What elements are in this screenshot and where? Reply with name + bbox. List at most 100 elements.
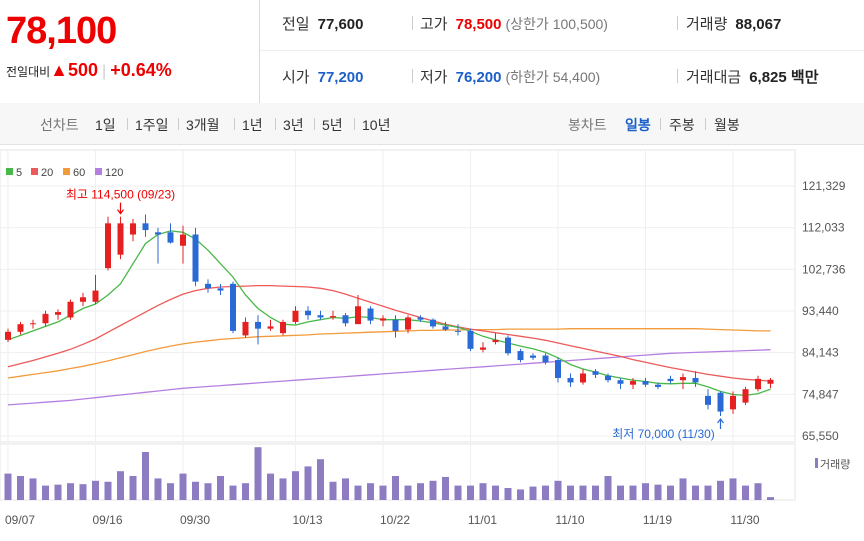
volume-bar <box>617 485 624 500</box>
volume-bar <box>304 466 312 500</box>
current-price: 78,100 <box>6 10 117 52</box>
volume-bar <box>554 480 562 500</box>
period-3m[interactable]: 3개월 <box>186 117 220 133</box>
volume-bar <box>742 485 749 500</box>
y-tick-label: 121,329 <box>802 179 846 193</box>
stat-open: 시가 77,200 <box>282 69 364 86</box>
candle-chart-label: 봉차트 <box>568 117 607 133</box>
x-tick-label: 11/10 <box>555 513 584 527</box>
volume-bar <box>367 483 374 500</box>
candle-monthly[interactable]: 월봉 <box>714 117 740 133</box>
volume-bar <box>592 485 599 500</box>
volume-bar <box>229 485 237 500</box>
candle-body <box>467 330 474 349</box>
x-tick-label: 11/19 <box>643 513 672 527</box>
volume-bar <box>392 476 399 500</box>
volume-bar <box>504 488 512 500</box>
stock-summary: 78,100 전일대비▲500 | +0.64% 전일 77,600 고가 78,500… <box>0 0 864 104</box>
volume-bar <box>717 480 724 500</box>
legend-swatch <box>31 168 38 175</box>
volume-bar <box>117 471 124 500</box>
volume-bar <box>679 478 687 500</box>
period-5y[interactable]: 5년 <box>322 117 343 133</box>
volume-bar <box>79 484 87 500</box>
volume-bar <box>167 483 174 500</box>
volume-bar <box>204 483 212 500</box>
volume-bar <box>729 478 737 500</box>
low-annotation: 최저 70,000 (11/30) <box>612 427 715 441</box>
volume-bar <box>154 478 162 500</box>
legend-label: 20 <box>41 167 53 179</box>
legend-swatch <box>6 168 13 175</box>
ma60-line <box>7 328 771 379</box>
volume-bar <box>267 473 274 500</box>
candle-body <box>242 321 249 336</box>
volume-bar <box>342 478 349 500</box>
candle-weekly[interactable]: 주봉 <box>669 117 695 133</box>
period-3y[interactable]: 3년 <box>283 117 304 133</box>
candle-daily[interactable]: 일봉 <box>625 117 651 133</box>
volume-bar <box>442 476 449 500</box>
volume-bar <box>579 485 587 500</box>
candle-body <box>555 360 561 378</box>
volume-bar <box>754 483 762 500</box>
volume-bar <box>667 485 674 500</box>
candle-body <box>155 232 161 235</box>
price-plot-frame <box>0 149 796 443</box>
volume-bar <box>417 483 424 500</box>
candle-body <box>292 310 299 322</box>
volume-legend-swatch <box>815 458 818 468</box>
change-label: 전일대비 <box>6 65 51 79</box>
candle-body <box>280 321 286 334</box>
volume-bar <box>654 484 662 500</box>
candle-body <box>692 377 699 383</box>
candle-body <box>655 384 661 387</box>
volume-bar <box>492 485 499 500</box>
candle-body <box>117 223 124 255</box>
candle-body <box>255 321 261 329</box>
candle-body <box>617 380 624 384</box>
x-tick-label: 10/13 <box>292 513 322 527</box>
candle-body <box>630 381 636 385</box>
candle-body <box>455 330 461 332</box>
candle-body <box>567 377 574 383</box>
candle-body <box>417 317 424 320</box>
period-10y[interactable]: 10년 <box>362 117 391 133</box>
candle-body <box>367 308 374 321</box>
volume-bar <box>379 485 387 500</box>
candle-body <box>80 297 86 302</box>
candle-body <box>730 395 736 410</box>
candle-body <box>330 316 336 318</box>
candle-body <box>755 378 761 390</box>
volume-bar <box>142 452 149 500</box>
stat-prev-close: 전일 77,600 <box>282 16 364 33</box>
period-1d[interactable]: 1일 <box>95 117 116 133</box>
stat-high: 고가 78,500 (상한가 100,500) <box>420 16 608 33</box>
candle-body <box>180 234 186 246</box>
volume-bar <box>92 480 99 500</box>
high-annotation: 최고 114,500 (09/23) <box>66 188 175 202</box>
change-percent: +0.64% <box>110 60 172 80</box>
period-1w[interactable]: 1주일 <box>135 117 169 133</box>
candle-body <box>5 331 11 340</box>
candle-body <box>742 389 749 403</box>
candle-body <box>442 326 449 330</box>
volume-bar <box>642 483 649 500</box>
candle-body <box>680 377 686 381</box>
candle-body <box>717 392 724 412</box>
y-tick-label: 93,440 <box>802 304 839 318</box>
volume-bar <box>567 485 574 500</box>
period-1y[interactable]: 1년 <box>242 117 263 133</box>
candle-body <box>67 301 74 318</box>
candle-body <box>505 337 511 354</box>
ma120-line <box>7 349 771 406</box>
line-chart-label: 선차트 <box>40 117 79 133</box>
volume-bar <box>129 476 137 500</box>
ma20-line <box>7 284 771 382</box>
candle-body <box>542 355 549 363</box>
candle-body <box>217 288 224 291</box>
x-tick-label: 09/07 <box>5 513 35 527</box>
candle-body <box>142 223 149 231</box>
volume-bar <box>629 485 637 500</box>
